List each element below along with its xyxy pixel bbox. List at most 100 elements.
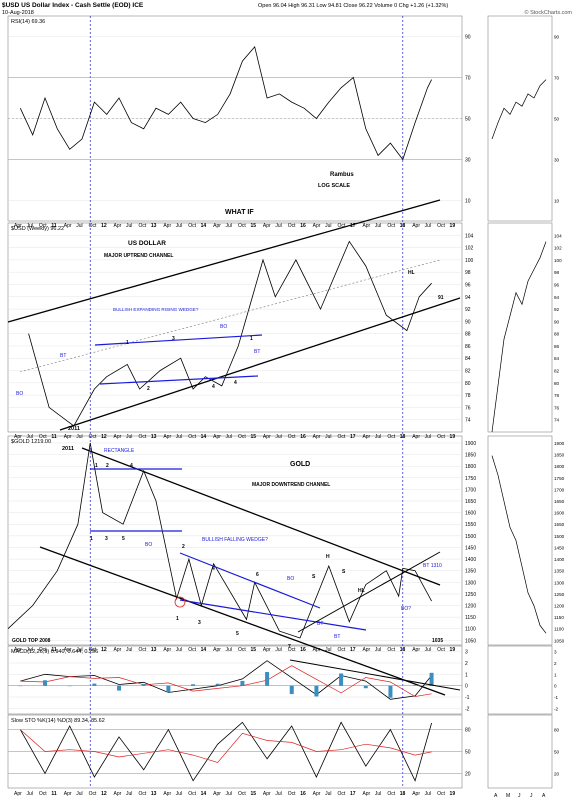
- x-axis-label: Apr: [114, 223, 122, 229]
- side-x-axis-label: A: [542, 793, 546, 799]
- y-tick-label-rsi: 10: [465, 199, 471, 205]
- x-axis-label: Jul: [375, 223, 381, 229]
- x-axis-label: Apr: [64, 223, 72, 229]
- x-axis-label: Jul: [226, 791, 232, 797]
- x-axis-label: Jul: [76, 223, 82, 229]
- x-axis-label: 11: [51, 223, 57, 229]
- y-tick-label-macd: 3: [465, 650, 468, 656]
- panel-frame-usd: [7, 222, 463, 433]
- x-axis-label: Apr: [263, 434, 271, 440]
- panel-title-sto: Slow STO %K(14) %D(3) 89.34, 85.62: [11, 718, 105, 724]
- usd-label-us-dollar: US DOLLAR: [128, 240, 166, 247]
- gold-wave-number: 1: [176, 616, 179, 622]
- usd-subtitle: WHAT IF: [225, 209, 254, 216]
- x-axis-label: Oct: [188, 223, 196, 229]
- x-axis-label: Apr: [362, 223, 370, 229]
- gold-wave-number: 5: [122, 536, 125, 542]
- x-axis-label: Oct: [437, 647, 445, 653]
- x-axis-label: 16: [300, 223, 306, 229]
- x-axis-label: Jul: [126, 223, 132, 229]
- side-y-tick-label-gold: 1550: [554, 522, 565, 527]
- x-axis-label: 19: [450, 647, 456, 653]
- side-y-tick-label-gold: 1100: [554, 627, 564, 632]
- x-axis-label: Oct: [387, 647, 395, 653]
- x-axis-label: 17: [350, 434, 356, 440]
- x-axis-label: 15: [250, 647, 256, 653]
- y-tick-label-usd: 94: [465, 295, 471, 301]
- y-tick-label-gold: 1400: [465, 557, 476, 563]
- y-tick-label-sto: 20: [465, 771, 471, 777]
- x-axis-label: Jul: [26, 791, 32, 797]
- x-axis-label: Jul: [76, 434, 82, 440]
- side-y-tick-label-gold: 1900: [554, 441, 565, 446]
- x-axis-label: Jul: [176, 223, 182, 229]
- x-axis-label: Apr: [313, 647, 321, 653]
- gold-wave-number: 7: [288, 644, 291, 650]
- x-axis-label: Jul: [126, 647, 132, 653]
- macd-histogram-bar: [215, 683, 220, 686]
- gold-wave-number: 1: [90, 536, 93, 542]
- x-axis-label: 16: [300, 434, 306, 440]
- y-tick-label-usd: 102: [465, 246, 474, 252]
- panel-title-gold: $GOLD 1219.00: [11, 439, 51, 445]
- x-axis-label: Jul: [275, 434, 281, 440]
- side-y-tick-label-gold: 1800: [554, 464, 565, 469]
- x-axis-label: Jul: [26, 647, 32, 653]
- y-tick-label-gold: 1800: [465, 464, 476, 470]
- x-axis-label: Apr: [213, 223, 221, 229]
- x-axis-label: Apr: [412, 647, 420, 653]
- side-y-tick-label-gold: 1250: [554, 592, 565, 597]
- x-axis-label: Oct: [338, 791, 346, 797]
- sto-k-line: [19, 721, 432, 782]
- x-axis-label: Apr: [14, 791, 22, 797]
- x-axis-label: 14: [201, 791, 207, 797]
- side-y-tick-label-usd: 96: [554, 282, 560, 287]
- gold-wave-number: 1: [95, 463, 98, 469]
- usd-label-hl: HL: [408, 270, 415, 276]
- x-axis-label: Oct: [39, 434, 47, 440]
- x-axis-label: Jul: [226, 223, 232, 229]
- x-axis-label: Apr: [64, 647, 72, 653]
- x-axis-label: Jul: [275, 223, 281, 229]
- usd-wave-number: 1: [126, 340, 129, 346]
- gold-label-head: H: [326, 554, 330, 560]
- x-axis-label: Oct: [188, 434, 196, 440]
- side-y-tick-label-usd: 82: [554, 369, 560, 374]
- y-tick-label-gold: 1200: [465, 604, 476, 610]
- gold-subtitle: GOLD: [290, 461, 310, 468]
- y-tick-label-usd: 82: [465, 369, 471, 375]
- x-axis-label: Oct: [89, 434, 97, 440]
- side-y-tick-label-gold: 1450: [554, 545, 565, 550]
- side-frame-sto: [487, 714, 553, 789]
- gold-label-rectangle: RECTANGLE: [104, 448, 135, 454]
- x-axis-label: Oct: [39, 791, 47, 797]
- side-y-tick-label-usd: 84: [554, 356, 560, 361]
- x-axis-label: Oct: [138, 223, 146, 229]
- side-usd-line: [491, 241, 547, 433]
- gold-channel-upper: [81, 447, 441, 586]
- header-watermark: © StockCharts.com: [525, 9, 573, 16]
- side-y-tick-label-usd: 100: [554, 258, 562, 263]
- x-axis-label: Jul: [226, 434, 232, 440]
- side-y-tick-label-usd: 94: [554, 295, 560, 300]
- side-y-tick-label-usd: 78: [554, 393, 560, 398]
- macd-histogram-bar: [429, 672, 434, 686]
- x-axis-label: Oct: [387, 434, 395, 440]
- x-axis-label: 12: [101, 791, 107, 797]
- side-y-tick-label-macd: -1: [554, 695, 559, 700]
- x-axis-label: Oct: [39, 223, 47, 229]
- side-frame-usd: [487, 222, 553, 433]
- y-tick-label-gold: 1750: [465, 476, 476, 482]
- macd-histogram-bar: [363, 685, 368, 689]
- x-axis-label: Apr: [114, 791, 122, 797]
- side-frame-gold: [487, 435, 553, 646]
- x-axis-label: Apr: [313, 791, 321, 797]
- x-axis-label: Apr: [14, 223, 22, 229]
- macd-signal-line: [20, 665, 432, 697]
- side-rsi-line: [491, 79, 547, 140]
- y-tick-label-gold: 1300: [465, 580, 476, 586]
- header-title: $USD US Dollar Index - Cash Settle (EOD)…: [2, 2, 144, 9]
- gold-wave-number: 2: [106, 463, 109, 469]
- gold-low-circle: [174, 596, 186, 608]
- x-axis-label: 16: [300, 647, 306, 653]
